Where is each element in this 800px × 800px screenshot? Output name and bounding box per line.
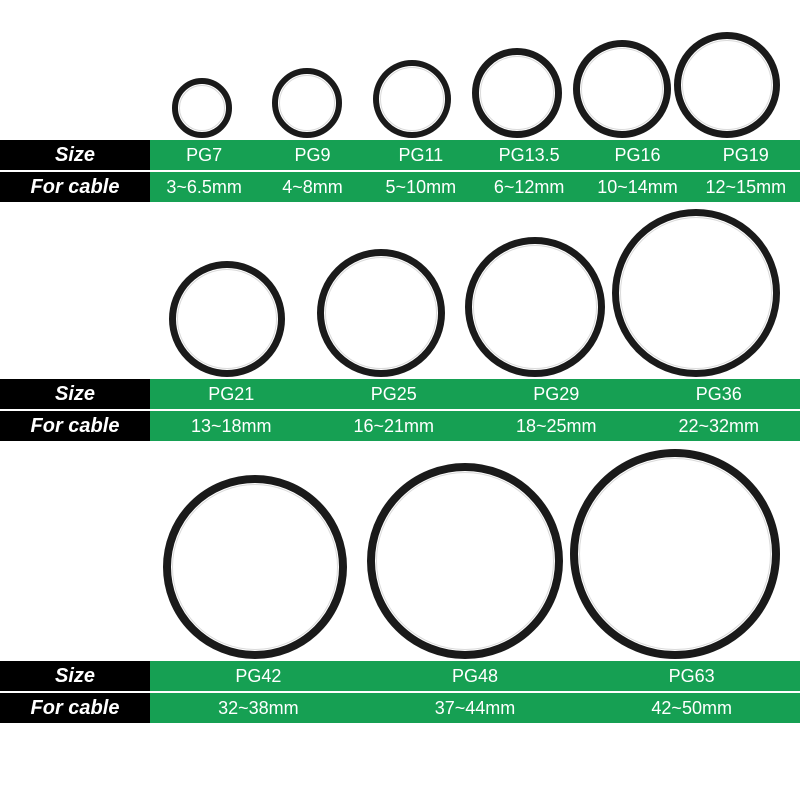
size-value: PG7 — [150, 145, 258, 166]
cable-values-3: 32~38mm 37~44mm 42~50mm — [150, 693, 800, 723]
ring-icon — [272, 68, 342, 138]
ring-icon — [674, 32, 780, 138]
ring-icon — [472, 48, 562, 138]
ring-icon — [612, 209, 780, 377]
size-chart-container: Size PG7 PG9 PG11 PG13.5 PG16 PG19 For c… — [0, 0, 800, 800]
size-value: PG11 — [367, 145, 475, 166]
section-2: Size PG21 PG25 PG29 PG36 For cable 13~18… — [0, 202, 800, 441]
size-row-3: Size PG42 PG48 PG63 — [0, 661, 800, 691]
ring-cell — [570, 449, 780, 659]
size-values-1: PG7 PG9 PG11 PG13.5 PG16 PG19 — [150, 140, 800, 170]
ring-cell — [150, 261, 304, 377]
cable-values-1: 3~6.5mm 4~8mm 5~10mm 6~12mm 10~14mm 12~1… — [150, 172, 800, 202]
cable-value: 5~10mm — [367, 177, 475, 198]
size-value: PG42 — [150, 666, 367, 687]
ring-cell — [360, 60, 465, 138]
size-value: PG13.5 — [475, 145, 583, 166]
section-1: Size PG7 PG9 PG11 PG13.5 PG16 PG19 For c… — [0, 8, 800, 202]
ring-icon — [367, 463, 563, 659]
size-value: PG16 — [583, 145, 691, 166]
size-value: PG19 — [692, 145, 800, 166]
ring-icon — [570, 449, 780, 659]
rings-row-1 — [0, 8, 800, 138]
size-values-2: PG21 PG25 PG29 PG36 — [150, 379, 800, 409]
cable-values-2: 13~18mm 16~21mm 18~25mm 22~32mm — [150, 411, 800, 441]
ring-cell — [150, 78, 255, 138]
cable-value: 37~44mm — [367, 698, 584, 719]
cable-value: 6~12mm — [475, 177, 583, 198]
rings-row-2 — [0, 202, 800, 377]
ring-icon — [573, 40, 671, 138]
cable-value: 32~38mm — [150, 698, 367, 719]
cable-value: 18~25mm — [475, 416, 638, 437]
cable-row-1: For cable 3~6.5mm 4~8mm 5~10mm 6~12mm 10… — [0, 172, 800, 202]
ring-cell — [255, 68, 360, 138]
ring-cell — [360, 463, 570, 659]
ring-cell — [464, 48, 569, 138]
cable-label: For cable — [0, 172, 150, 202]
size-label: Size — [0, 661, 150, 691]
size-value: PG63 — [583, 666, 800, 687]
cable-row-2: For cable 13~18mm 16~21mm 18~25mm 22~32m… — [0, 411, 800, 441]
ring-icon — [163, 475, 347, 659]
ring-cell — [569, 40, 674, 138]
cable-value: 3~6.5mm — [150, 177, 258, 198]
size-row-2: Size PG21 PG25 PG29 PG36 — [0, 379, 800, 409]
size-value: PG9 — [258, 145, 366, 166]
ring-cell — [612, 209, 780, 377]
cable-value: 42~50mm — [583, 698, 800, 719]
ring-icon — [317, 249, 445, 377]
size-value: PG29 — [475, 384, 638, 405]
size-row-1: Size PG7 PG9 PG11 PG13.5 PG16 PG19 — [0, 140, 800, 170]
cable-value: 22~32mm — [638, 416, 800, 437]
cable-value: 13~18mm — [150, 416, 313, 437]
size-value: PG36 — [638, 384, 800, 405]
cable-value: 16~21mm — [313, 416, 476, 437]
ring-icon — [169, 261, 285, 377]
cable-value: 4~8mm — [258, 177, 366, 198]
ring-cell — [458, 237, 612, 377]
rings-row-3 — [0, 441, 800, 659]
ring-cell — [674, 32, 780, 138]
cable-value: 12~15mm — [692, 177, 800, 198]
cable-value: 10~14mm — [583, 177, 691, 198]
size-value: PG25 — [313, 384, 476, 405]
size-label: Size — [0, 379, 150, 409]
ring-icon — [465, 237, 605, 377]
ring-cell — [150, 475, 360, 659]
size-value: PG48 — [367, 666, 584, 687]
size-value: PG21 — [150, 384, 313, 405]
cable-row-3: For cable 32~38mm 37~44mm 42~50mm — [0, 693, 800, 723]
ring-cell — [304, 249, 458, 377]
ring-icon — [172, 78, 232, 138]
section-3: Size PG42 PG48 PG63 For cable 32~38mm 37… — [0, 441, 800, 723]
size-values-3: PG42 PG48 PG63 — [150, 661, 800, 691]
ring-icon — [373, 60, 451, 138]
cable-label: For cable — [0, 411, 150, 441]
cable-label: For cable — [0, 693, 150, 723]
size-label: Size — [0, 140, 150, 170]
